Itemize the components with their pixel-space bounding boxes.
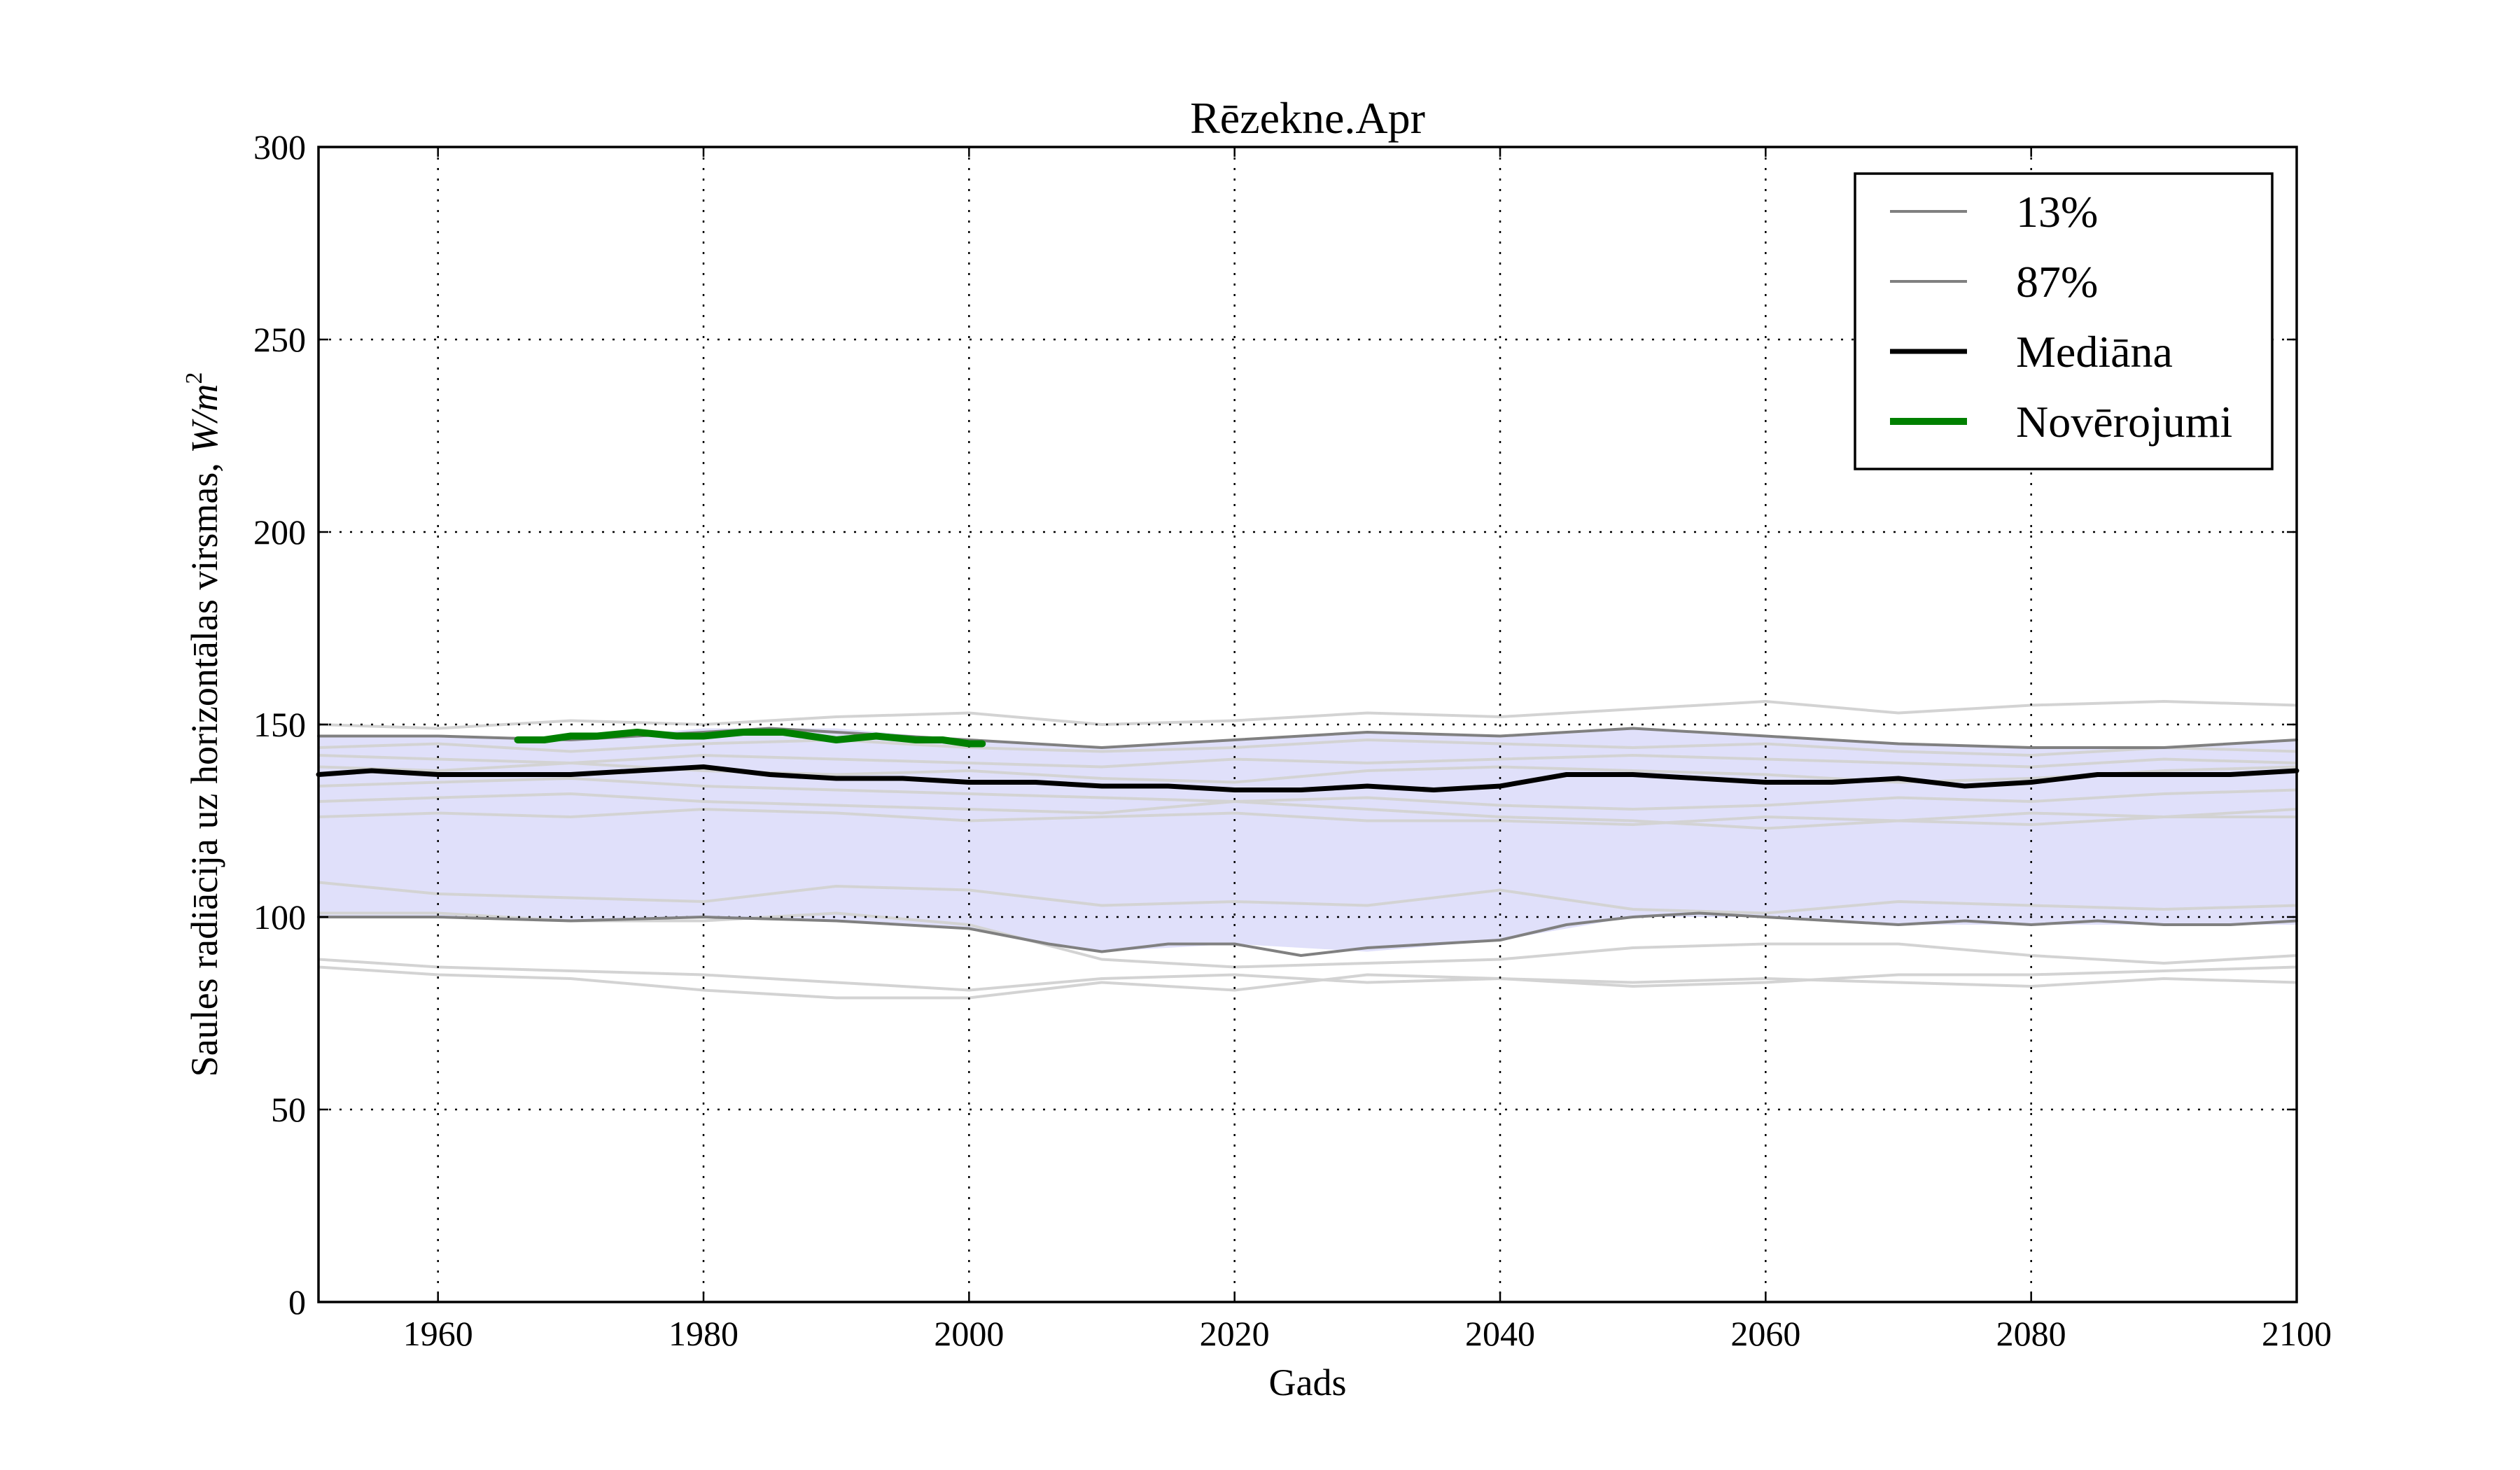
- y-tick-label: 100: [253, 897, 306, 937]
- ensemble-line-8: [318, 762, 2297, 784]
- x-tick-label: 2060: [1730, 1314, 1800, 1353]
- ensemble-line-5: [318, 808, 2297, 826]
- ensemble-line-4: [318, 881, 2297, 915]
- ensemble-line-11: [318, 700, 2297, 730]
- ensemble-line-9: [318, 754, 2297, 769]
- ensemble-line-2: [318, 965, 2297, 1000]
- x-tick-labels: 1960 1980 2000 2020 2040 2060 2080 2100: [403, 1314, 2332, 1353]
- x-tick-label: 2040: [1465, 1314, 1535, 1353]
- legend-label-2: 87%: [2016, 257, 2098, 307]
- x-tick-label: 2000: [934, 1314, 1004, 1353]
- x-axis-title: Gads: [1269, 1362, 1347, 1404]
- x-tick-label: 1960: [403, 1314, 473, 1353]
- legend-label-1: 13%: [2016, 187, 2098, 237]
- axis-ticks: [318, 146, 2298, 1303]
- ensemble-line-6: [318, 792, 2297, 830]
- series-line-3: [316, 764, 2300, 792]
- ensemble-line-1: [318, 958, 2297, 992]
- series-line-1: [317, 911, 2298, 957]
- y-tick-labels: 0 50 100 150 200 250 300: [253, 127, 306, 1322]
- y-tick-label: 150: [253, 705, 306, 744]
- series-line-4: [514, 729, 986, 748]
- x-tick-label: 2100: [2262, 1314, 2332, 1353]
- y-tick-label: 0: [288, 1282, 306, 1322]
- ensemble-line-3: [318, 911, 2297, 969]
- legend-label-4: Novērojumi: [2016, 397, 2232, 447]
- chart-title: Rēzekne.Apr: [1190, 93, 1425, 143]
- legend-label-3: Mediāna: [2016, 327, 2173, 377]
- y-axis-title-unit-power: 2: [181, 372, 207, 384]
- y-tick-label: 300: [253, 127, 306, 167]
- y-axis-title-unit: W/m: [183, 384, 225, 454]
- x-tick-label: 2080: [1996, 1314, 2066, 1353]
- ensemble-lines: [318, 700, 2297, 1000]
- x-tick-label: 2020: [1200, 1314, 1270, 1353]
- y-tick-label: 50: [271, 1090, 306, 1129]
- x-tick-label: 1980: [668, 1314, 738, 1353]
- ensemble-line-7: [318, 777, 2297, 811]
- y-axis-title-text: Saules radiācija uz horizontālas virsmas…: [183, 454, 225, 1077]
- series-lines: [316, 727, 2300, 957]
- ensemble-line-10: [318, 738, 2297, 757]
- y-tick-label: 250: [253, 320, 306, 359]
- legend: 13% 87% Mediāna Novērojumi: [1854, 172, 2274, 470]
- y-tick-label: 200: [253, 512, 306, 552]
- y-axis-title: Saules radiācija uz horizontālas virsmas…: [181, 372, 225, 1077]
